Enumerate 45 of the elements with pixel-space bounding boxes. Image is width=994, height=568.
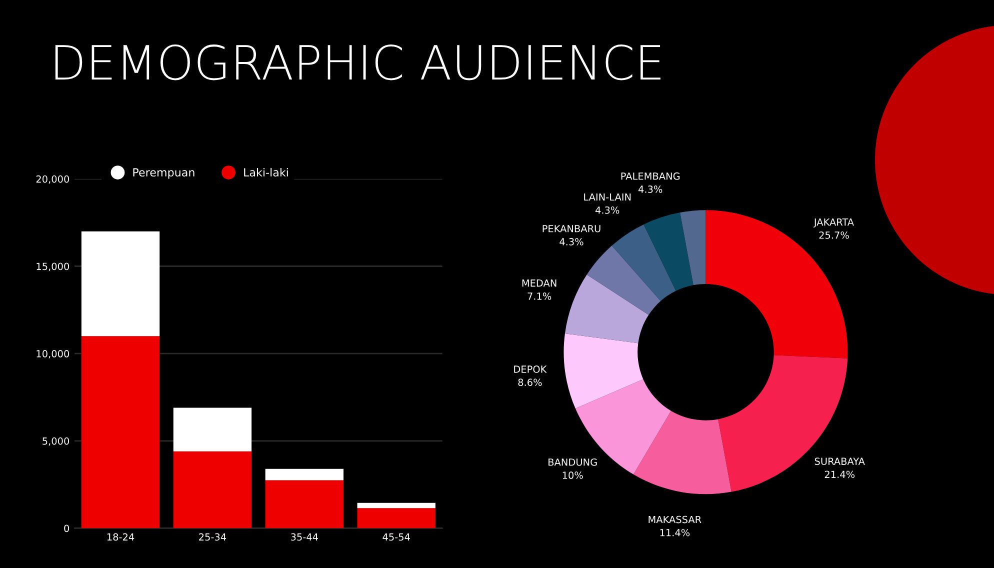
bar [173,408,252,452]
data-label: 8.6% [518,378,542,386]
donut-slice [612,224,676,302]
legend-label: Perempuan [133,168,194,179]
y-tick-label: 20,000 [36,175,70,184]
donut-slice [564,274,649,344]
slice-label: PALEMBANG [621,172,680,180]
bar [81,231,160,336]
slice-label: SURABAYA [814,458,865,465]
data-label: 11.4% [660,528,690,536]
x-tick-label: 18-24 [107,533,134,541]
data-label: 4.3% [560,238,584,246]
y-tick-label: 10,000 [36,350,70,358]
slice-label: DEPOK [514,366,547,373]
bar [81,336,160,528]
bar [265,480,344,528]
donut-slice [633,410,732,494]
y-tick-label: 0 [64,524,70,532]
slice-label: JAKARTA [813,218,854,228]
data-label: 7.1% [528,292,552,300]
y-tick-label: 5,000 [42,437,70,446]
bar [357,508,436,528]
legend-label: Laki-laki [244,168,288,177]
slice-label: PEKANBARU [542,225,600,232]
slice-label: MEDAN [522,280,556,287]
data-label: 4.3% [595,206,620,214]
donut-slice [680,210,706,286]
chart-title: DEMOGRAPHIC AUDIENCE [55,44,660,80]
bar [357,502,436,508]
donut-slice [644,212,694,291]
x-tick-label: 45-54 [382,533,410,541]
slice-label: BANDUNG [548,458,597,466]
data-label: 25.7% [819,231,849,239]
data-label: 4.3% [638,186,662,193]
bar [265,468,344,480]
slice-label: LAIN-LAIN [584,193,631,201]
x-tick-label: 25-34 [199,533,226,541]
donut-slice [586,246,661,315]
y-tick-label: 15,000 [36,262,70,272]
data-label: 10% [562,472,583,479]
bar [173,451,252,528]
data-label: 21.4% [824,470,855,478]
slice-label: MAKASSAR [648,516,702,524]
x-tick-label: 35-44 [291,533,318,541]
donut-slice [564,333,644,409]
